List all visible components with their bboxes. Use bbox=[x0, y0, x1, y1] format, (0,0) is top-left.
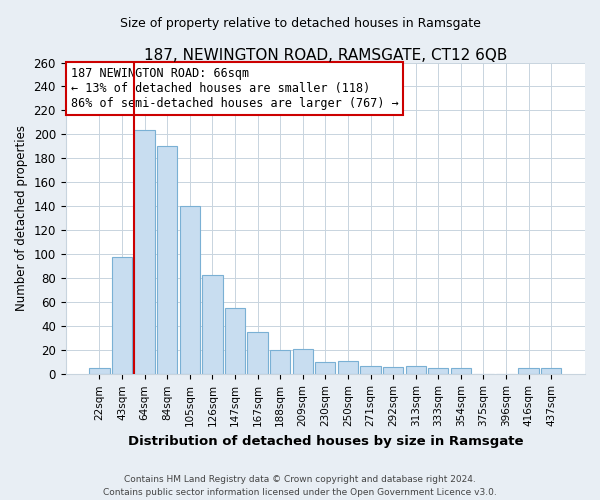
Bar bbox=[179, 206, 200, 374]
Bar bbox=[89, 368, 110, 374]
Bar bbox=[406, 366, 426, 374]
Bar bbox=[451, 368, 471, 374]
Bar bbox=[247, 332, 268, 374]
Bar bbox=[225, 308, 245, 374]
X-axis label: Distribution of detached houses by size in Ramsgate: Distribution of detached houses by size … bbox=[128, 434, 523, 448]
Y-axis label: Number of detached properties: Number of detached properties bbox=[15, 126, 28, 312]
Bar bbox=[361, 366, 380, 374]
Text: Size of property relative to detached houses in Ramsgate: Size of property relative to detached ho… bbox=[119, 18, 481, 30]
Bar bbox=[134, 130, 155, 374]
Bar bbox=[202, 275, 223, 374]
Bar bbox=[338, 361, 358, 374]
Bar bbox=[315, 362, 335, 374]
Bar bbox=[293, 349, 313, 374]
Title: 187, NEWINGTON ROAD, RAMSGATE, CT12 6QB: 187, NEWINGTON ROAD, RAMSGATE, CT12 6QB bbox=[143, 48, 507, 62]
Bar bbox=[270, 350, 290, 374]
Bar bbox=[518, 368, 539, 374]
Bar bbox=[541, 368, 562, 374]
Bar bbox=[157, 146, 178, 374]
Text: 187 NEWINGTON ROAD: 66sqm
← 13% of detached houses are smaller (118)
86% of semi: 187 NEWINGTON ROAD: 66sqm ← 13% of detac… bbox=[71, 67, 398, 110]
Bar bbox=[428, 368, 448, 374]
Bar bbox=[383, 367, 403, 374]
Text: Contains HM Land Registry data © Crown copyright and database right 2024.
Contai: Contains HM Land Registry data © Crown c… bbox=[103, 475, 497, 497]
Bar bbox=[112, 257, 132, 374]
